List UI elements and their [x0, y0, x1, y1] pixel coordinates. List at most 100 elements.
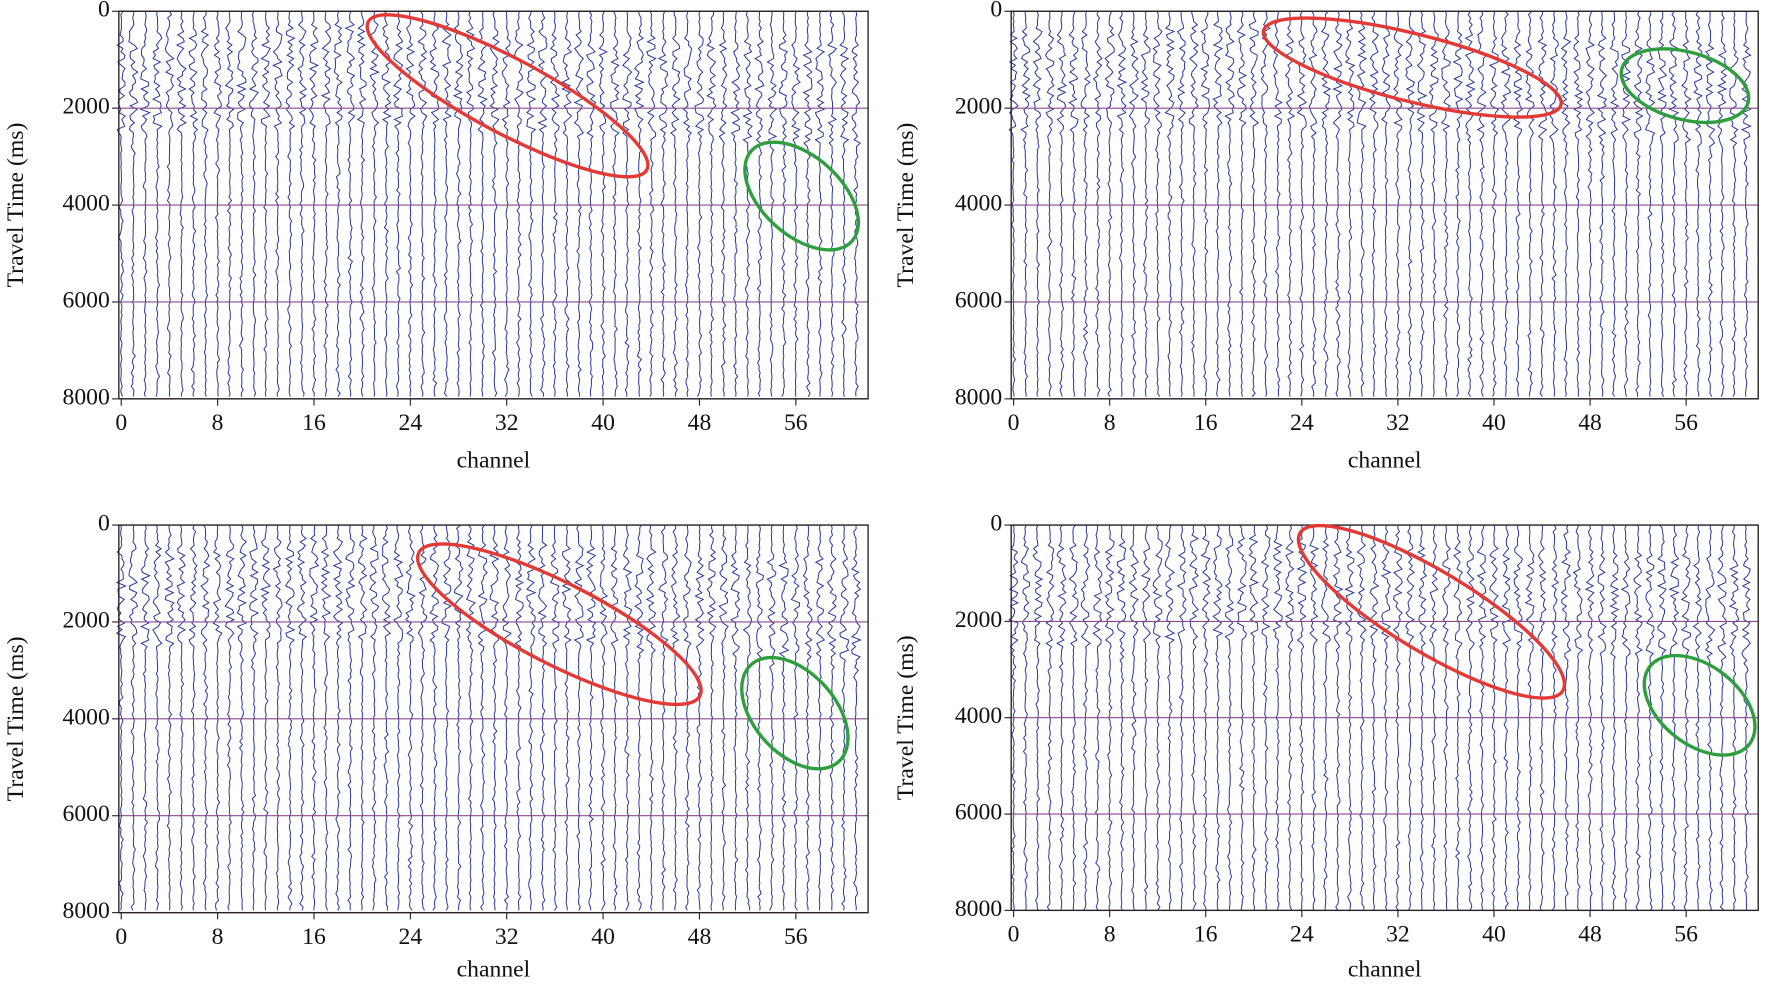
trace [730, 10, 741, 397]
x-tick-label: 24 [399, 924, 423, 950]
trace [1633, 10, 1644, 397]
trace [1609, 524, 1620, 911]
trace [514, 524, 525, 911]
trace [1704, 524, 1716, 911]
x-tick-label: 24 [1290, 410, 1314, 436]
trace [1656, 524, 1667, 911]
trace [1668, 524, 1680, 911]
trace [285, 10, 296, 397]
trace [537, 524, 548, 911]
trace [1272, 524, 1283, 911]
y-tick-label: 6000 [955, 287, 1002, 313]
trace [272, 524, 283, 911]
x-tick-label: 32 [1386, 922, 1410, 948]
trace [1356, 524, 1367, 911]
trace [1513, 10, 1523, 397]
x-axis-label: channel [1348, 447, 1422, 473]
highlight-ellipse [365, 13, 650, 179]
trace [850, 524, 862, 911]
trace [501, 10, 511, 397]
trace [1020, 524, 1031, 911]
trace [742, 10, 754, 397]
trace [1092, 524, 1103, 911]
trace [706, 10, 717, 397]
trace [826, 10, 838, 397]
trace [1476, 524, 1487, 911]
trace [1489, 524, 1499, 911]
trace [1128, 10, 1139, 397]
trace [1645, 10, 1656, 397]
trace [1381, 10, 1391, 397]
trace [259, 524, 272, 911]
trace [151, 10, 163, 397]
y-tick-label: 2000 [955, 94, 1002, 120]
x-tick-label: 56 [784, 924, 808, 950]
trace [236, 524, 247, 911]
trace [1152, 10, 1163, 397]
trace [248, 10, 260, 397]
trace [1200, 524, 1212, 911]
trace [140, 524, 151, 911]
trace [1596, 10, 1608, 397]
trace [814, 524, 826, 911]
trace [1428, 10, 1439, 397]
plot-frame [1010, 10, 1759, 400]
trace [1405, 10, 1415, 397]
trace [236, 10, 247, 397]
trace [1092, 10, 1103, 397]
y-tick-label: 4000 [955, 190, 1002, 216]
trace [381, 10, 392, 397]
trace [1068, 10, 1079, 397]
y-tick-label: 2000 [63, 94, 110, 120]
trace [1572, 524, 1584, 911]
trace [526, 524, 537, 911]
trace [1080, 524, 1091, 911]
plot-frame [1010, 524, 1759, 912]
trace [332, 524, 344, 911]
trace [1453, 524, 1464, 911]
trace [175, 10, 187, 397]
x-tick-label: 48 [688, 410, 712, 436]
trace [297, 10, 308, 397]
x-tick-label: 32 [495, 924, 519, 950]
trace [1044, 10, 1055, 397]
trace [1705, 10, 1716, 397]
trace [1164, 10, 1176, 397]
trace [1405, 524, 1415, 911]
x-axis-label: channel [1348, 957, 1422, 983]
trace [682, 524, 692, 911]
highlight-ellipse [1296, 523, 1567, 700]
trace [200, 10, 210, 397]
y-tick-label: 8000 [955, 384, 1002, 410]
trace [1344, 524, 1355, 911]
y-tick-label: 6000 [63, 801, 110, 827]
trace [610, 10, 620, 397]
trace [489, 10, 500, 397]
trace [405, 10, 416, 397]
trace [1693, 10, 1703, 397]
trace [296, 524, 308, 911]
trace [441, 10, 452, 397]
trace [1716, 524, 1727, 911]
trace [344, 524, 356, 911]
trace [1524, 10, 1535, 397]
trace [851, 10, 861, 397]
y-tick-label: 2000 [955, 607, 1002, 633]
trace [1056, 524, 1067, 911]
trace [1416, 10, 1428, 397]
x-tick-label: 8 [212, 410, 224, 436]
trace [1284, 524, 1295, 911]
x-tick-label: 24 [1290, 922, 1314, 948]
trace [212, 524, 223, 911]
trace [826, 524, 837, 911]
trace [1452, 10, 1464, 397]
highlight-ellipse [1619, 47, 1751, 125]
trace [1032, 10, 1043, 397]
y-tick-label: 8000 [955, 896, 1002, 922]
trace [417, 10, 428, 397]
trace [1332, 524, 1344, 911]
trace [730, 524, 741, 911]
